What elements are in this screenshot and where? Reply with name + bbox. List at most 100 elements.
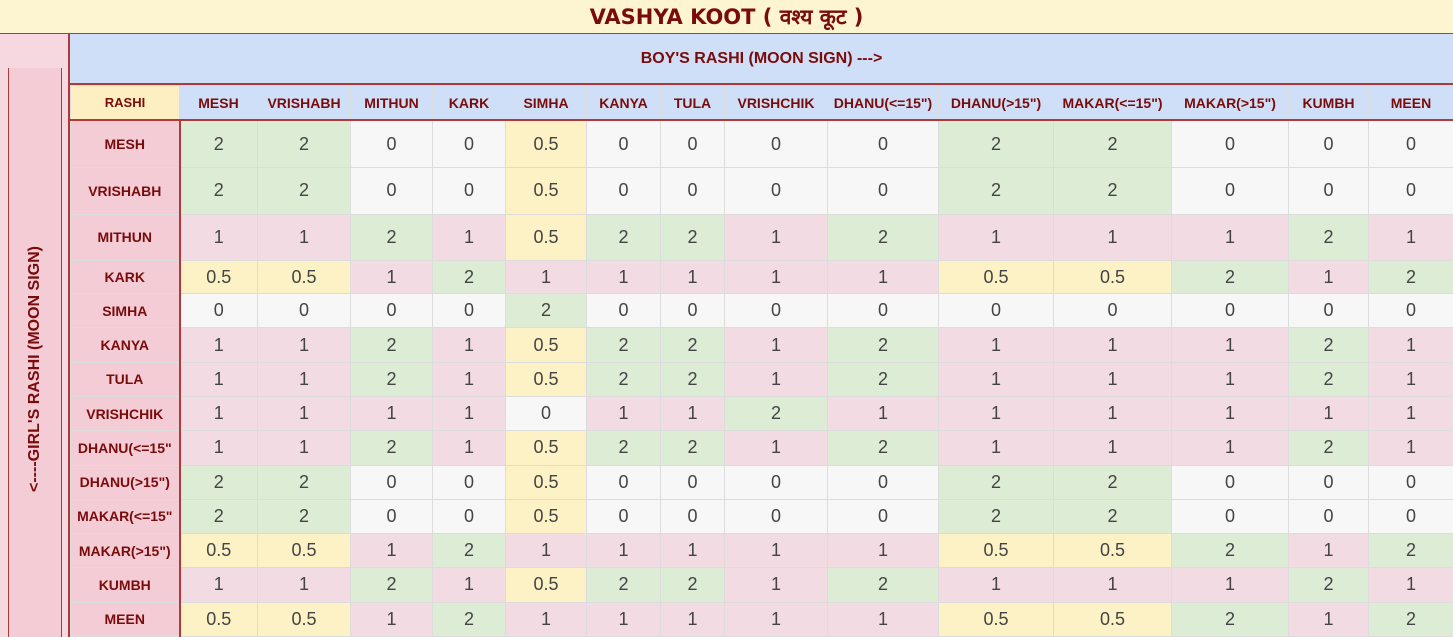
table-cell: 2 <box>350 361 433 397</box>
row-header-kumbh: KUMBH <box>70 567 181 603</box>
table-cell: 0 <box>586 119 661 169</box>
row-header-vrishabh: VRISHABH <box>70 167 181 215</box>
table-cell: 0 <box>1368 167 1453 215</box>
table-cell: 1 <box>724 259 828 295</box>
table-cell: 1 <box>660 601 725 637</box>
table-cell: 1 <box>1171 213 1289 261</box>
column-header-kark: KARK <box>432 85 506 122</box>
table-cell: 2 <box>1368 259 1453 295</box>
table-cell: 0 <box>1171 498 1289 535</box>
table-cell: 1 <box>179 395 258 432</box>
row-header-kanya: KANYA <box>70 327 181 363</box>
table-cell: 1 <box>179 361 258 397</box>
table-cell: 1 <box>660 259 725 295</box>
table-cell: 1 <box>938 327 1054 363</box>
table-cell: 1 <box>1053 213 1172 261</box>
table-cell: 2 <box>1288 213 1369 261</box>
table-cell: 0.5 <box>505 361 587 397</box>
column-header-kanya: KANYA <box>586 85 661 122</box>
table-cell: 0 <box>586 464 661 500</box>
table-cell: 1 <box>1053 430 1172 466</box>
table-cell: 1 <box>432 430 506 466</box>
table-cell: 0 <box>938 293 1054 329</box>
table-cell: 1 <box>179 567 258 603</box>
table-cell: 0.5 <box>1053 533 1172 569</box>
table-cell: 2 <box>938 464 1054 500</box>
column-header-mesh: MESH <box>179 85 258 122</box>
page-title: VASHYA KOOT ( वश्य कूट ) <box>0 0 1453 34</box>
table-cell: 0 <box>724 293 828 329</box>
table-row: KUMBH 1 1 2 1 0.5 2 2 1 2 1 1 1 2 1 <box>70 567 1453 603</box>
table-cell: 1 <box>1171 430 1289 466</box>
table-cell: 1 <box>350 259 433 295</box>
table-cell: 1 <box>586 259 661 295</box>
column-header-mithun: MITHUN <box>350 85 433 122</box>
table-cell: 1 <box>1053 327 1172 363</box>
table-cell: 1 <box>724 361 828 397</box>
row-header-mesh: MESH <box>70 119 181 169</box>
table-cell: 2 <box>660 567 725 603</box>
table-cell: 2 <box>586 567 661 603</box>
table-cell: 1 <box>1288 533 1369 569</box>
table-cell: 2 <box>586 327 661 363</box>
table-cell: 2 <box>257 498 351 535</box>
table-cell: 0 <box>1288 119 1369 169</box>
table-cell: 0.5 <box>938 533 1054 569</box>
table-cell: 0.5 <box>505 119 587 169</box>
table-cell: 0 <box>1171 464 1289 500</box>
table-cell: 0 <box>1171 119 1289 169</box>
table-cell: 0 <box>1368 464 1453 500</box>
column-header-tula: TULA <box>660 85 725 122</box>
table-cell: 0.5 <box>257 533 351 569</box>
row-header-dhanu-15: DHANU(>15") <box>70 464 181 500</box>
table-row: MAKAR(>15") 0.5 0.5 1 2 1 1 1 1 1 0.5 0.5 2 1 2 <box>70 533 1453 569</box>
table-row: MEEN 0.5 0.5 1 2 1 1 1 1 1 0.5 0.5 2 1 2 <box>70 601 1453 637</box>
table-cell: 1 <box>586 395 661 432</box>
table-cell: 0 <box>1288 464 1369 500</box>
table-cell: 2 <box>724 395 828 432</box>
table-cell: 2 <box>660 327 725 363</box>
table-cell: 0 <box>660 293 725 329</box>
table-cell: 0 <box>827 167 939 215</box>
table-cell: 2 <box>1053 167 1172 215</box>
table-cell: 1 <box>432 567 506 603</box>
table-cell: 0.5 <box>505 567 587 603</box>
table-cell: 0 <box>257 293 351 329</box>
table-cell: 0.5 <box>938 601 1054 637</box>
table-cell: 2 <box>257 464 351 500</box>
table-cell: 1 <box>1053 395 1172 432</box>
table-cell: 1 <box>724 430 828 466</box>
table-cell: 2 <box>938 498 1054 535</box>
table-cell: 2 <box>586 430 661 466</box>
table-cell: 1 <box>1368 361 1453 397</box>
table-cell: 0 <box>350 119 433 169</box>
table-cell: 0 <box>1171 167 1289 215</box>
table-cell: 1 <box>432 213 506 261</box>
table-cell: 2 <box>827 213 939 261</box>
table-cell: 1 <box>938 430 1054 466</box>
vashya-koot-table: RASHI MESH VRISHABH MITHUN KARK SIMHA KANYA TUL… <box>70 85 1453 637</box>
column-header-vrishchik: VRISHCHIK <box>724 85 828 122</box>
table-cell: 1 <box>257 395 351 432</box>
table-cell: 2 <box>827 567 939 603</box>
table-cell: 1 <box>432 361 506 397</box>
table-cell: 0 <box>1288 293 1369 329</box>
table-cell: 1 <box>724 567 828 603</box>
table-cell: 2 <box>179 167 258 215</box>
column-header-meen: MEEN <box>1368 85 1453 122</box>
table-cell: 2 <box>350 327 433 363</box>
table-cell: 0 <box>1288 167 1369 215</box>
table-cell: 1 <box>1368 567 1453 603</box>
table-cell: 1 <box>179 213 258 261</box>
table-cell: 2 <box>1053 119 1172 169</box>
table-cell: 0 <box>586 293 661 329</box>
corner-rashi-label: RASHI <box>70 85 180 122</box>
table-cell: 2 <box>1288 567 1369 603</box>
table-cell: 1 <box>257 567 351 603</box>
table-cell: 1 <box>1288 601 1369 637</box>
table-cell: 1 <box>350 533 433 569</box>
table-cell: 2 <box>938 119 1054 169</box>
table-row: MESH 2 2 0 0 0.5 0 0 0 0 2 2 0 0 0 <box>70 119 1453 169</box>
table-cell: 1 <box>1053 361 1172 397</box>
table-cell: 1 <box>660 395 725 432</box>
